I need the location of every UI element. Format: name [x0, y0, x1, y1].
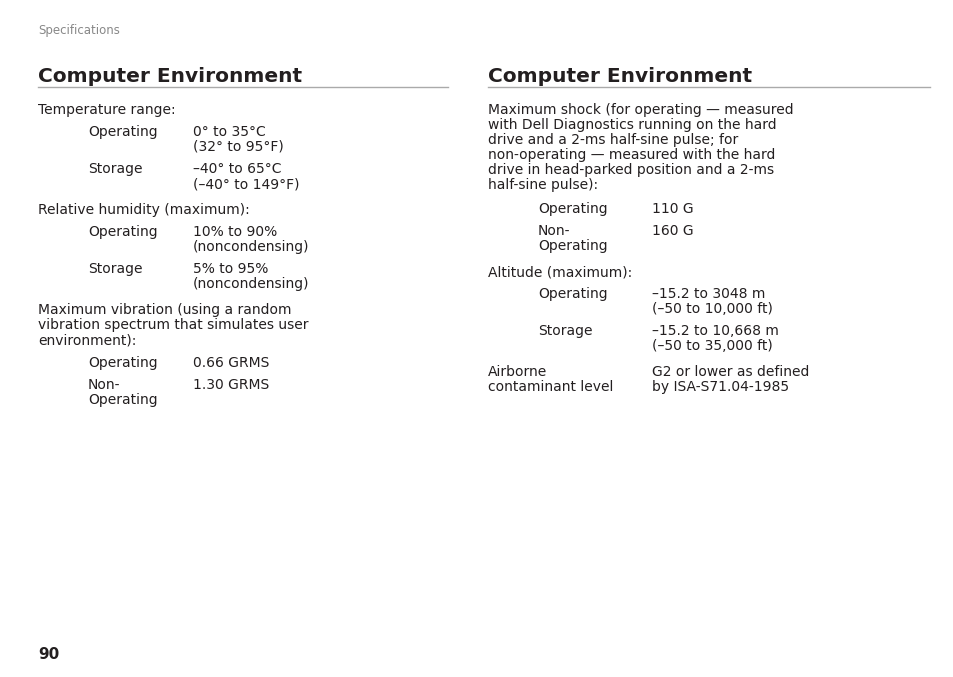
Text: (–50 to 10,000 ft): (–50 to 10,000 ft) — [651, 302, 772, 316]
Text: Temperature range:: Temperature range: — [38, 103, 175, 117]
Text: 90: 90 — [38, 647, 59, 662]
Text: Operating: Operating — [88, 125, 157, 139]
Text: Operating: Operating — [537, 239, 607, 253]
Text: G2 or lower as defined: G2 or lower as defined — [651, 365, 808, 379]
Text: Specifications: Specifications — [38, 24, 120, 37]
Text: Altitude (maximum):: Altitude (maximum): — [488, 265, 632, 279]
Text: 5% to 95%: 5% to 95% — [193, 262, 268, 276]
Text: vibration spectrum that simulates user: vibration spectrum that simulates user — [38, 318, 308, 332]
Text: (noncondensing): (noncondensing) — [193, 240, 309, 254]
Text: 0.66 GRMS: 0.66 GRMS — [193, 356, 269, 370]
Text: Non-: Non- — [88, 378, 120, 392]
Text: 10% to 90%: 10% to 90% — [193, 225, 277, 239]
Text: 1.30 GRMS: 1.30 GRMS — [193, 378, 269, 392]
Text: Operating: Operating — [88, 356, 157, 370]
Text: by ISA-S71.04-1985: by ISA-S71.04-1985 — [651, 380, 788, 394]
Text: half-sine pulse):: half-sine pulse): — [488, 178, 598, 192]
Text: Operating: Operating — [537, 287, 607, 301]
Text: Operating: Operating — [537, 202, 607, 216]
Text: –40° to 65°C: –40° to 65°C — [193, 162, 281, 176]
Text: drive in head-parked position and a 2-ms: drive in head-parked position and a 2-ms — [488, 163, 773, 177]
Text: Storage: Storage — [88, 262, 142, 276]
Text: 0° to 35°C: 0° to 35°C — [193, 125, 266, 139]
Text: Non-: Non- — [537, 224, 570, 238]
Text: drive and a 2-ms half-sine pulse; for: drive and a 2-ms half-sine pulse; for — [488, 133, 738, 147]
Text: with Dell Diagnostics running on the hard: with Dell Diagnostics running on the har… — [488, 118, 776, 132]
Text: (–40° to 149°F): (–40° to 149°F) — [193, 177, 299, 191]
Text: (–50 to 35,000 ft): (–50 to 35,000 ft) — [651, 339, 772, 353]
Text: 160 G: 160 G — [651, 224, 693, 238]
Text: Operating: Operating — [88, 393, 157, 407]
Text: contaminant level: contaminant level — [488, 380, 613, 394]
Text: (noncondensing): (noncondensing) — [193, 277, 309, 291]
Text: –15.2 to 10,668 m: –15.2 to 10,668 m — [651, 324, 778, 338]
Text: Computer Environment: Computer Environment — [488, 67, 751, 86]
Text: –15.2 to 3048 m: –15.2 to 3048 m — [651, 287, 764, 301]
Text: 110 G: 110 G — [651, 202, 693, 216]
Text: (32° to 95°F): (32° to 95°F) — [193, 140, 283, 154]
Text: Storage: Storage — [537, 324, 592, 338]
Text: Relative humidity (maximum):: Relative humidity (maximum): — [38, 203, 250, 217]
Text: environment):: environment): — [38, 333, 136, 347]
Text: Operating: Operating — [88, 225, 157, 239]
Text: Airborne: Airborne — [488, 365, 547, 379]
Text: Computer Environment: Computer Environment — [38, 67, 302, 86]
Text: non-operating — measured with the hard: non-operating — measured with the hard — [488, 148, 775, 162]
Text: Maximum vibration (using a random: Maximum vibration (using a random — [38, 303, 292, 317]
Text: Maximum shock (for operating — measured: Maximum shock (for operating — measured — [488, 103, 793, 117]
Text: Storage: Storage — [88, 162, 142, 176]
